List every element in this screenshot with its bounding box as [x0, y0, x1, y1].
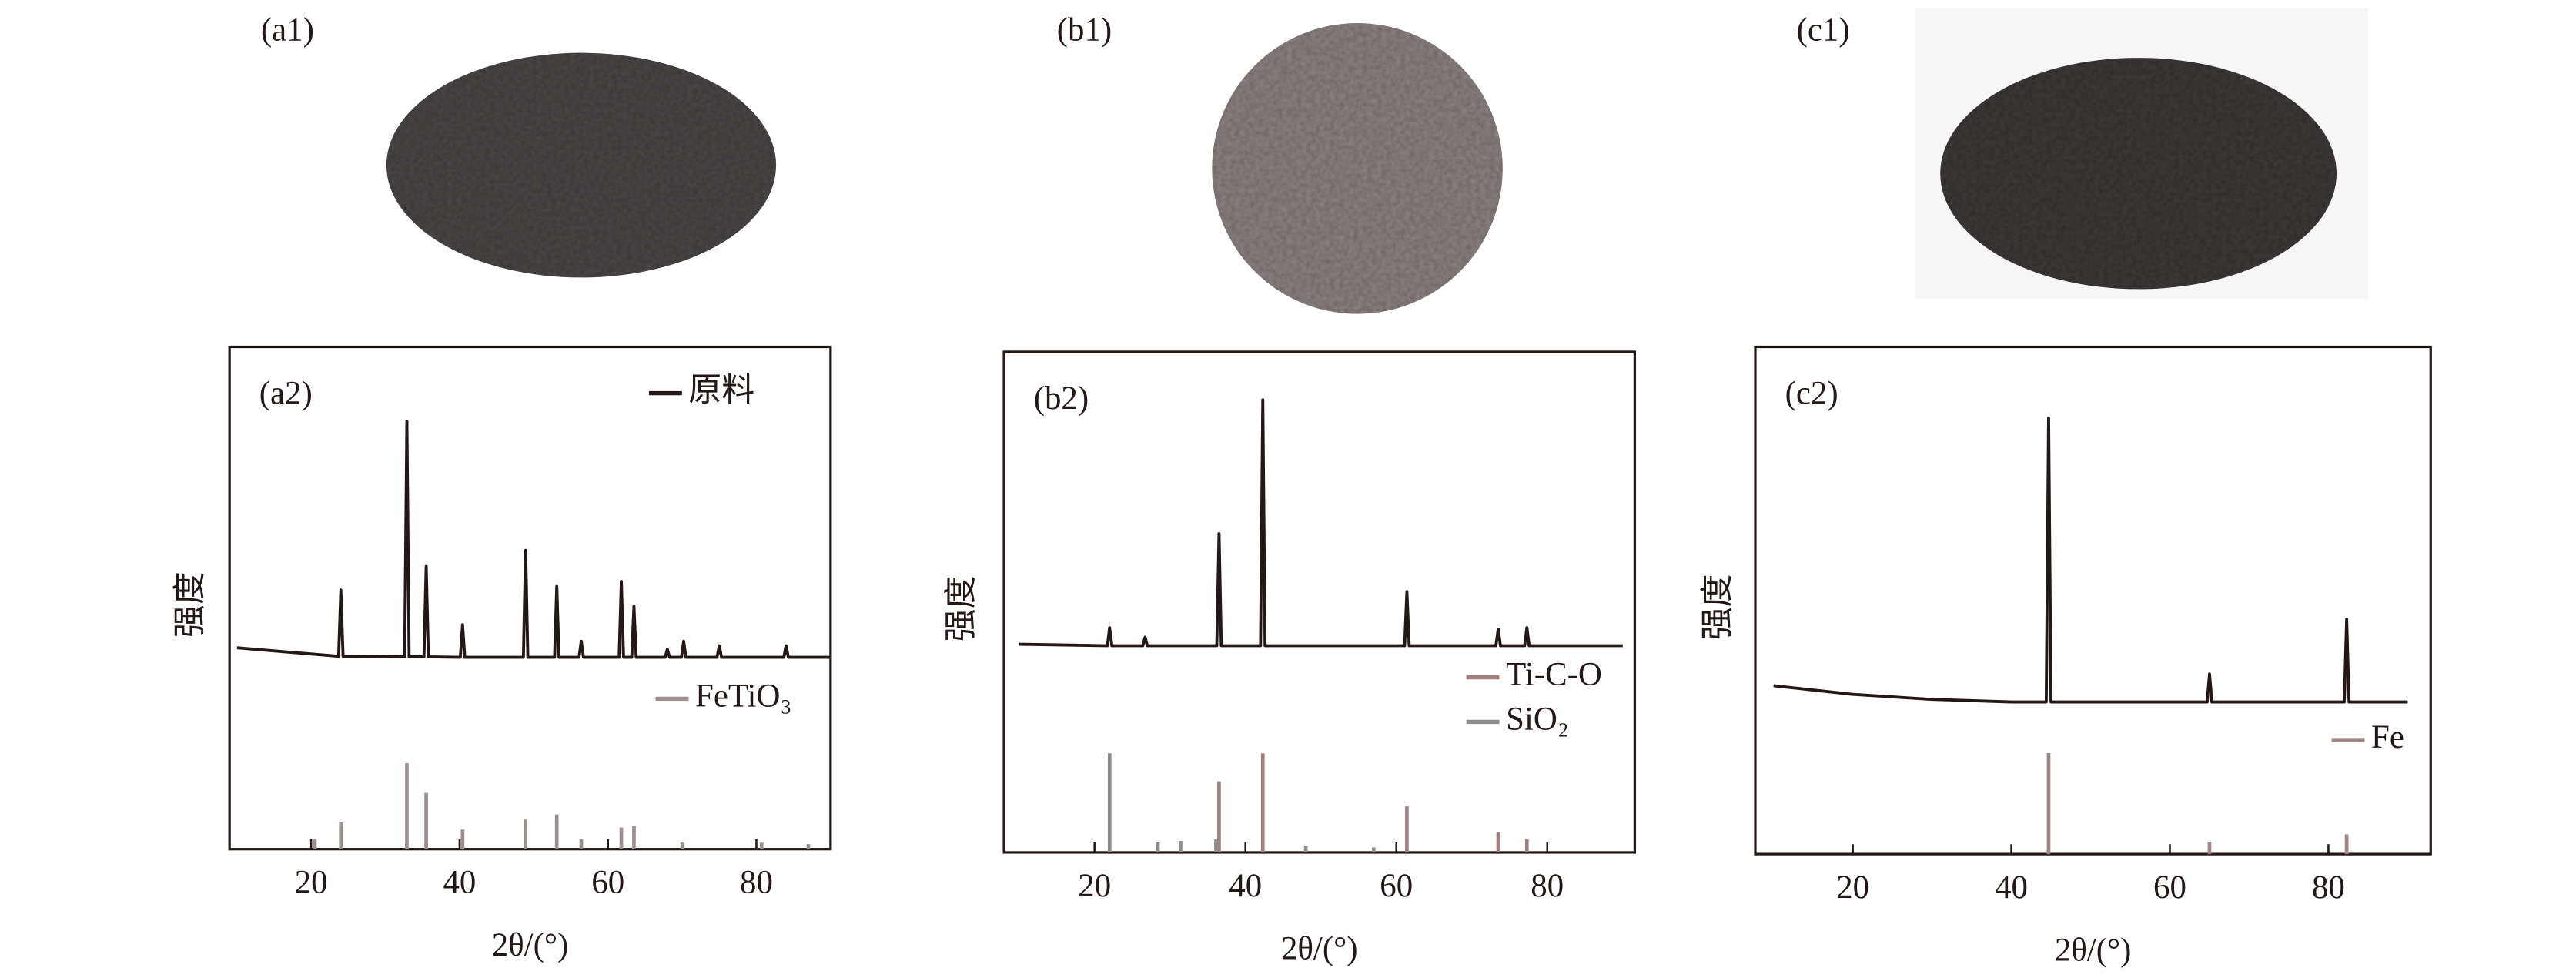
photo-c1 — [1915, 8, 2368, 300]
legend-label: FeTiO₃ — [695, 678, 791, 714]
x-tick-label: 60 — [1380, 868, 1413, 904]
x-axis-label: 2θ/(°) — [492, 927, 569, 963]
x-tick-label: 80 — [1531, 868, 1564, 904]
plot-frame — [1754, 345, 2432, 856]
x-tick-label: 40 — [443, 865, 476, 901]
x-tick-label: 40 — [1995, 869, 2028, 906]
x-tick-label: 20 — [295, 865, 328, 901]
photo-a1 — [386, 52, 777, 278]
photo-b1 — [1212, 23, 1503, 314]
xrd-pattern — [1773, 416, 2408, 704]
y-axis-label: 强度 — [172, 571, 209, 638]
legend-label: 原料 — [688, 372, 754, 408]
x-tick-label: 80 — [2312, 869, 2345, 906]
x-axis-label: 2θ/(°) — [1281, 931, 1358, 967]
photo-label: (c1) — [1797, 12, 1850, 49]
plot-frame — [1002, 350, 1637, 854]
x-tick-label: 40 — [1229, 868, 1262, 904]
x-tick-label: 20 — [1078, 868, 1111, 904]
legend-label: Fe — [2371, 719, 2404, 755]
y-axis-label: 强度 — [1700, 574, 1736, 640]
x-axis-label: 2θ/(°) — [2055, 933, 2132, 969]
photo-label: (b1) — [1057, 12, 1112, 49]
photo-label: (a1) — [261, 12, 314, 49]
plot-frame — [228, 345, 832, 851]
legend-label: Ti-C-O — [1506, 656, 1602, 692]
panel-label: (c2) — [1785, 376, 1838, 412]
x-tick-label: 60 — [2153, 869, 2186, 906]
x-tick-label: 60 — [591, 865, 624, 901]
y-axis-label: 强度 — [943, 576, 979, 642]
x-tick-label: 80 — [740, 865, 773, 901]
panel-label: (a2) — [259, 376, 313, 412]
x-tick-label: 20 — [1836, 869, 1869, 906]
legend-label: SiO₂ — [1506, 701, 1569, 737]
xrd-pattern — [236, 420, 831, 659]
panel-label: (b2) — [1034, 380, 1089, 417]
xrd-pattern — [1019, 398, 1623, 648]
